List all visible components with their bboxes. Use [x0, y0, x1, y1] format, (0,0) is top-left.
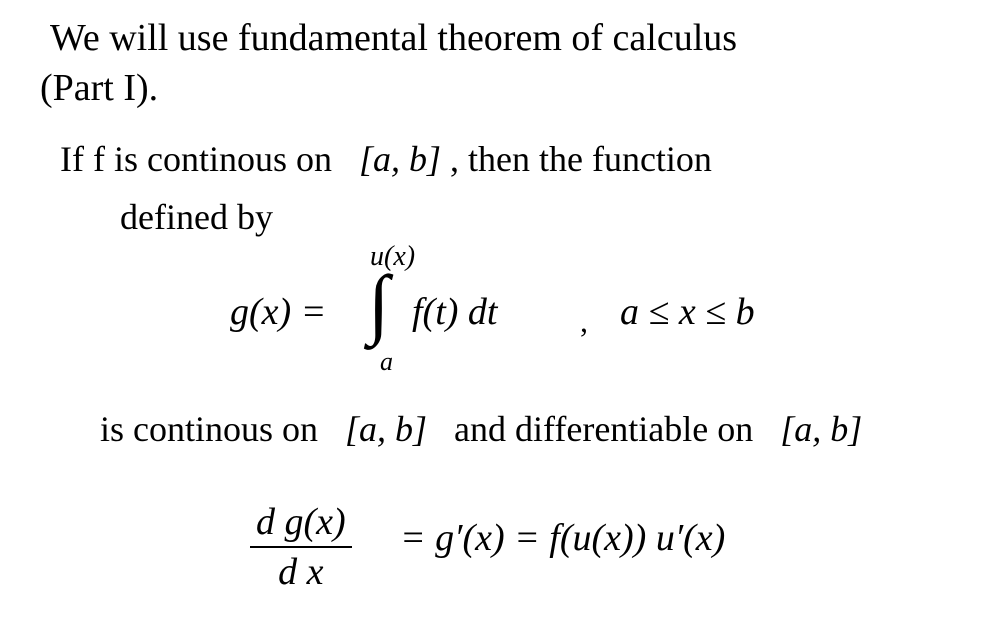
- line5a-text: is continous on: [100, 409, 318, 449]
- integral-lower-limit: a: [380, 348, 393, 377]
- derivative-fraction: d g(x) d x: [250, 500, 352, 594]
- interval-ab-3: [a, b]: [780, 409, 862, 449]
- text-line-1: We will use fundamental theorem of calcu…: [50, 18, 737, 60]
- text-line-4: defined by: [120, 198, 273, 238]
- text-line-2: (Part I).: [40, 68, 158, 110]
- gxeq-text: g(x) =: [230, 291, 326, 333]
- text-line-3: If f is continous on [a, b] , then the f…: [60, 140, 712, 180]
- handwritten-math-page: We will use fundamental theorem of calcu…: [0, 0, 1004, 638]
- int-sign-text: ∫: [368, 259, 389, 346]
- derivative-rhs: = g′(x) = f(u(x)) u′(x): [400, 518, 725, 560]
- line3b-text: , then the function: [450, 139, 712, 179]
- interval-ab-1: [a, b]: [359, 139, 441, 179]
- deriv-rhs-text: = g′(x) = f(u(x)) u′(x): [400, 517, 725, 559]
- fraction-numerator: d g(x): [250, 500, 352, 548]
- gx-equals: g(x) =: [230, 292, 326, 334]
- line2-text: (Part I).: [40, 67, 158, 109]
- range-separator: ,: [580, 304, 588, 339]
- line3a-text: If f is continous on: [60, 139, 332, 179]
- integrand: f(t) dt: [412, 292, 497, 334]
- line5b-text: and differentiable on: [454, 409, 753, 449]
- text-line-5: is continous on [a, b] and differentiabl…: [100, 410, 862, 450]
- line4-text: defined by: [120, 197, 273, 237]
- range-sep-text: ,: [580, 303, 588, 339]
- integrand-text: f(t) dt: [412, 291, 497, 333]
- range-text: a ≤ x ≤ b: [620, 291, 755, 333]
- x-range: a ≤ x ≤ b: [620, 292, 755, 334]
- fraction-denominator: d x: [250, 548, 352, 594]
- int-lower-text: a: [380, 347, 393, 376]
- line1-text: We will use fundamental theorem of calcu…: [50, 17, 737, 59]
- interval-ab-2: [a, b]: [345, 409, 427, 449]
- integral-sign: ∫: [368, 260, 389, 346]
